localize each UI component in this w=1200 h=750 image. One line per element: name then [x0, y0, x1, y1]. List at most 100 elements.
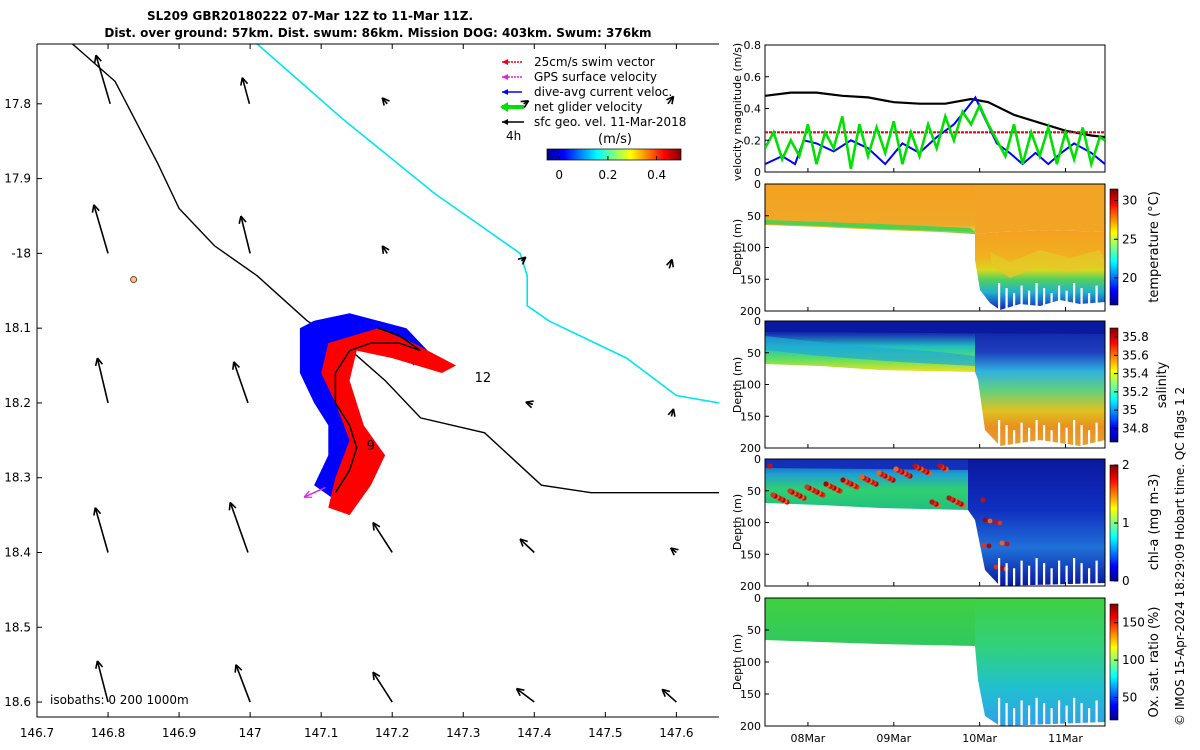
oxy-gap-bar [1013, 708, 1016, 726]
swim-vector-track [321, 328, 457, 516]
legend-net-head [500, 102, 508, 112]
chl-sample-dot [893, 466, 899, 472]
map-y-tick-label: 18.6 [4, 695, 31, 709]
salinity-mid-band [765, 336, 975, 366]
geo-arrow-9 [234, 664, 251, 703]
salinity-profile-gaps [998, 420, 1098, 448]
legend-geo-label: sfc geo. vel. 11-Mar-2018 [534, 115, 686, 129]
salinity-colorbar-ticks: 34.8 35 35.2 35.4 35.6 35.8 [1114, 330, 1149, 435]
geo-arrow-11 [381, 245, 390, 254]
temperature-y-tick-label: 100 [740, 242, 761, 255]
map-x-tick-label: 147.5 [588, 726, 622, 740]
chl-gap-bar [1035, 558, 1038, 586]
geo-arrow-19-head [666, 95, 675, 105]
geo-arrow-20 [666, 258, 675, 269]
salinity-gap-bar [1065, 427, 1068, 448]
salinity-gap-bar [1013, 430, 1016, 448]
salinity-gap-bar [1020, 422, 1023, 448]
velocity-series [765, 91, 1105, 170]
geo-arrow-2 [94, 357, 109, 404]
geo-arrow-18-shaft [516, 687, 535, 703]
map-y-tick-label: 18.1 [4, 321, 31, 335]
chl-gap-bar [1073, 558, 1076, 586]
chl-profile-gaps [998, 558, 1098, 586]
geo-arrow-6-head [238, 215, 247, 224]
oxy-field-right [975, 598, 1105, 726]
map-y-tick-label: 18.4 [4, 545, 31, 559]
geo-arrow-7 [232, 361, 249, 404]
velocity-panel: 0 0.2 0.4 0.6 0.8 velocity magnitude (m/s) [731, 39, 1106, 181]
oxy-cbar-tick-label: 150 [1122, 616, 1145, 630]
salinity-cbar-tick-label: 35.8 [1122, 330, 1149, 344]
geo-arrow-4-head [95, 660, 104, 669]
geo-arrow-14-head [520, 100, 530, 108]
speed-colorbar [546, 148, 682, 161]
geo-arrow-9-shaft [235, 664, 251, 703]
chl-sample-dot [987, 518, 993, 524]
geo-arrow-11-head [381, 245, 390, 254]
oxy-gap-bar [1005, 702, 1008, 726]
geo-arrow-3 [93, 507, 109, 553]
velocity-ylabel: velocity magnitude (m/s) [731, 43, 744, 181]
chl-sample-dot [912, 463, 918, 469]
chl-gap-bar [1005, 563, 1008, 586]
chl-field-right [968, 459, 1105, 586]
geo-arrow-6 [238, 215, 251, 254]
speed-cbar-tick-label: 0.4 [647, 168, 666, 182]
temperature-gap-bar [1088, 293, 1091, 311]
salinity-cbar-tick-label: 35.6 [1122, 348, 1149, 362]
temperature-cbar-tick-label: 20 [1122, 271, 1137, 285]
date-x-tick-label: 09Mar [876, 732, 911, 745]
map-x-tick-label: 146.9 [162, 726, 196, 740]
velocity-y-tick-label: 0.8 [744, 39, 762, 52]
oxy-gap-bar [1058, 700, 1061, 726]
chl-gap-bar [1028, 565, 1031, 586]
geo-arrow-13 [372, 671, 393, 703]
temperature-gap-bar [1035, 283, 1038, 311]
map-x-tick-label: 146.7 [20, 726, 54, 740]
salinity-ylabel: Depth (m) [731, 357, 744, 413]
temperature-gap-bar [1080, 288, 1083, 311]
chl-sample-dot [980, 497, 986, 503]
oxy-gap-bar [1050, 708, 1053, 726]
chl-gap-bar [1095, 560, 1098, 586]
oxy-y-tick-label: 50 [747, 624, 761, 637]
chl-field-left [765, 459, 968, 510]
oxy-y-ticks: 0 50 100 150 200 [740, 592, 769, 733]
chl-x-ticks [807, 582, 1067, 586]
chl-gap-bar [998, 558, 1001, 586]
velocity-series-0 [765, 91, 1105, 139]
salinity-y-ticks: 0 50 100 150 200 [740, 315, 769, 455]
geo-arrow-7-shaft [233, 361, 249, 404]
velocity-axes [764, 44, 1106, 173]
speed-cbar-tick-label: 0 [555, 168, 563, 182]
map-y-tick-label: -18 [11, 246, 31, 260]
salinity-gap-bar [1028, 427, 1031, 448]
date-x-tick-label: 10Mar [962, 732, 997, 745]
geo-arrow-17 [519, 538, 535, 554]
map-y-tick-label: 17.8 [4, 97, 31, 111]
chl-y-tick-label: 200 [740, 580, 761, 593]
chl-sample-dot [876, 470, 882, 476]
chl-sample-dot [840, 477, 846, 483]
chl-sample-dot [770, 492, 776, 498]
title-line-2: Dist. over ground: 57km. Dist. swum: 86k… [104, 26, 651, 40]
chl-y-tick-label: 0 [754, 453, 761, 466]
salinity-gap-bar [1058, 422, 1061, 448]
oxy-gap-bar [1080, 702, 1083, 726]
temperature-field-deep [975, 230, 1105, 310]
chl-ylabel: Depth (m) [731, 494, 744, 550]
temperature-y-tick-label: 200 [740, 305, 761, 318]
oxy-gap-bar [1073, 697, 1076, 726]
salinity-y-tick-label: 100 [740, 379, 761, 392]
geo-arrow-13-shaft [372, 671, 393, 703]
velocity-series-3 [765, 102, 1105, 170]
chl-cbar-tick-label: 1 [1122, 516, 1130, 530]
geo-arrow-8-shaft [229, 502, 249, 553]
chl-sample-dot [997, 520, 1003, 526]
temperature-panel: 0 50 100 150 200 20 25 30 Depth (m) temperatur… [731, 178, 1162, 318]
map-x-tick-label: 147.6 [659, 726, 693, 740]
map-x-tick-label: 147.1 [304, 726, 338, 740]
velocity-y-tick-label: 0.4 [744, 103, 762, 116]
temperature-warm-band [990, 250, 1105, 278]
